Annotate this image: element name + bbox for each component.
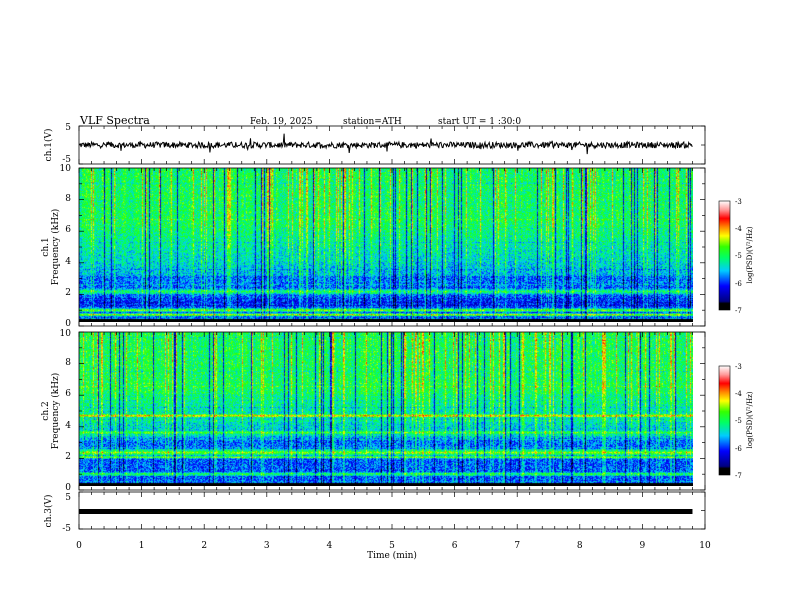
station-label: station=ATH: [343, 117, 402, 127]
ch1-spectrogram-y-tick-labels: 0 2 4 6 8 10: [60, 164, 72, 329]
spec2-ytick-label-0: 0: [65, 483, 71, 493]
spec1-ytick-label-6: 6: [65, 225, 71, 235]
axis-ticks: [78, 125, 706, 530]
xtick-label-0: 0: [76, 541, 82, 551]
spec2-ytick-label-2: 2: [65, 452, 71, 462]
spec2-ytick-label-8: 8: [65, 358, 71, 368]
ch2-colorbar-tick-minus5: -5: [735, 417, 742, 425]
ch2-colorbar: -3 -4 -5 -6 -7 log(PSD)(V²/Hz): [718, 363, 754, 480]
spec1-ytick-label-2: 2: [65, 288, 71, 298]
ch1-colorbar-tick-minus5: -5: [735, 252, 742, 260]
spec2-y-axis-label: Frequency (kHz): [50, 373, 61, 450]
spec1-ytick-label-10: 10: [60, 164, 72, 174]
ch2-colorbar-scale: [718, 365, 731, 476]
ch1-colorbar-tick-minus4: -4: [735, 225, 742, 233]
xtick-label-9: 9: [640, 541, 646, 551]
ch2-colorbar-tick-minus4: -4: [735, 390, 742, 398]
ch3-y-axis-label: ch.3(V): [43, 495, 54, 528]
spec2-ytick-label-6: 6: [65, 389, 71, 399]
xtick-label-8: 8: [577, 541, 583, 551]
start-time-label: start UT = 1 :30:0: [438, 117, 521, 127]
spec1-ytick-label-4: 4: [65, 257, 71, 267]
ch3-ytick-label-minus5: -5: [62, 524, 71, 534]
x-tick-labels: 0 1 2 3 4 5 6 7 8 9 10: [76, 541, 711, 551]
ch3-waveform-trace: [79, 509, 693, 514]
ch2-spectrogram-image: [79, 332, 693, 486]
spec2-ytick-label-10: 10: [60, 329, 72, 339]
ch1-y-axis-label: ch.1(V): [43, 129, 54, 162]
ch1-spectrogram-image: [79, 168, 693, 322]
x-axis-label: Time (min): [367, 550, 417, 561]
ch2-colorbar-tick-minus6: -6: [735, 445, 742, 453]
ch1-colorbar-tick-minus7: -7: [735, 307, 742, 315]
ch1-ytick-label-5: 5: [65, 123, 71, 133]
ch2-colorbar-tick-minus7: -7: [735, 472, 742, 480]
ch1-colorbar: -3 -4 -5 -6 -7 log(PSD)(V²/Hz): [718, 198, 754, 315]
ch1-ytick-label-minus5: -5: [62, 155, 71, 165]
spec1-ytick-label-8: 8: [65, 194, 71, 204]
ch1-y-tick-labels: 5 -5: [62, 123, 71, 165]
ch2-colorbar-tick-minus3: -3: [735, 363, 742, 371]
figure-title: VLF Spectra: [79, 114, 150, 127]
spec1-y-axis-label: Frequency (kHz): [50, 209, 61, 286]
spec2-ytick-label-4: 4: [65, 421, 71, 431]
spec1-ytick-label-0: 0: [65, 319, 71, 329]
ch1-waveform-trace: [78, 133, 693, 155]
xtick-label-10: 10: [699, 541, 711, 551]
xtick-label-2: 2: [201, 541, 207, 551]
spec1-channel-label: ch.1: [41, 237, 51, 256]
ch2-spectrogram-y-tick-labels: 0 2 4 6 8 10: [60, 329, 72, 493]
date-label: Feb. 19, 2025: [250, 117, 313, 127]
ch3-ytick-label-5: 5: [65, 493, 71, 503]
xtick-label-4: 4: [327, 541, 333, 551]
xtick-label-5: 5: [389, 541, 395, 551]
ch1-colorbar-label: log(PSD)(V²/Hz): [746, 226, 754, 283]
ch2-colorbar-label: log(PSD)(V²/Hz): [746, 391, 754, 448]
xtick-label-7: 7: [514, 541, 520, 551]
figure-header: VLF Spectra Feb. 19, 2025 station=ATH st…: [79, 114, 521, 127]
spec2-channel-label: ch.2: [41, 401, 51, 420]
ch1-colorbar-tick-minus6: -6: [735, 280, 742, 288]
ch3-y-tick-labels: 5 -5: [62, 493, 71, 534]
xtick-label-1: 1: [139, 541, 145, 551]
ch1-colorbar-tick-minus3: -3: [735, 198, 742, 206]
xtick-label-3: 3: [264, 541, 270, 551]
xtick-label-6: 6: [452, 541, 458, 551]
ch1-colorbar-scale: [718, 200, 731, 311]
